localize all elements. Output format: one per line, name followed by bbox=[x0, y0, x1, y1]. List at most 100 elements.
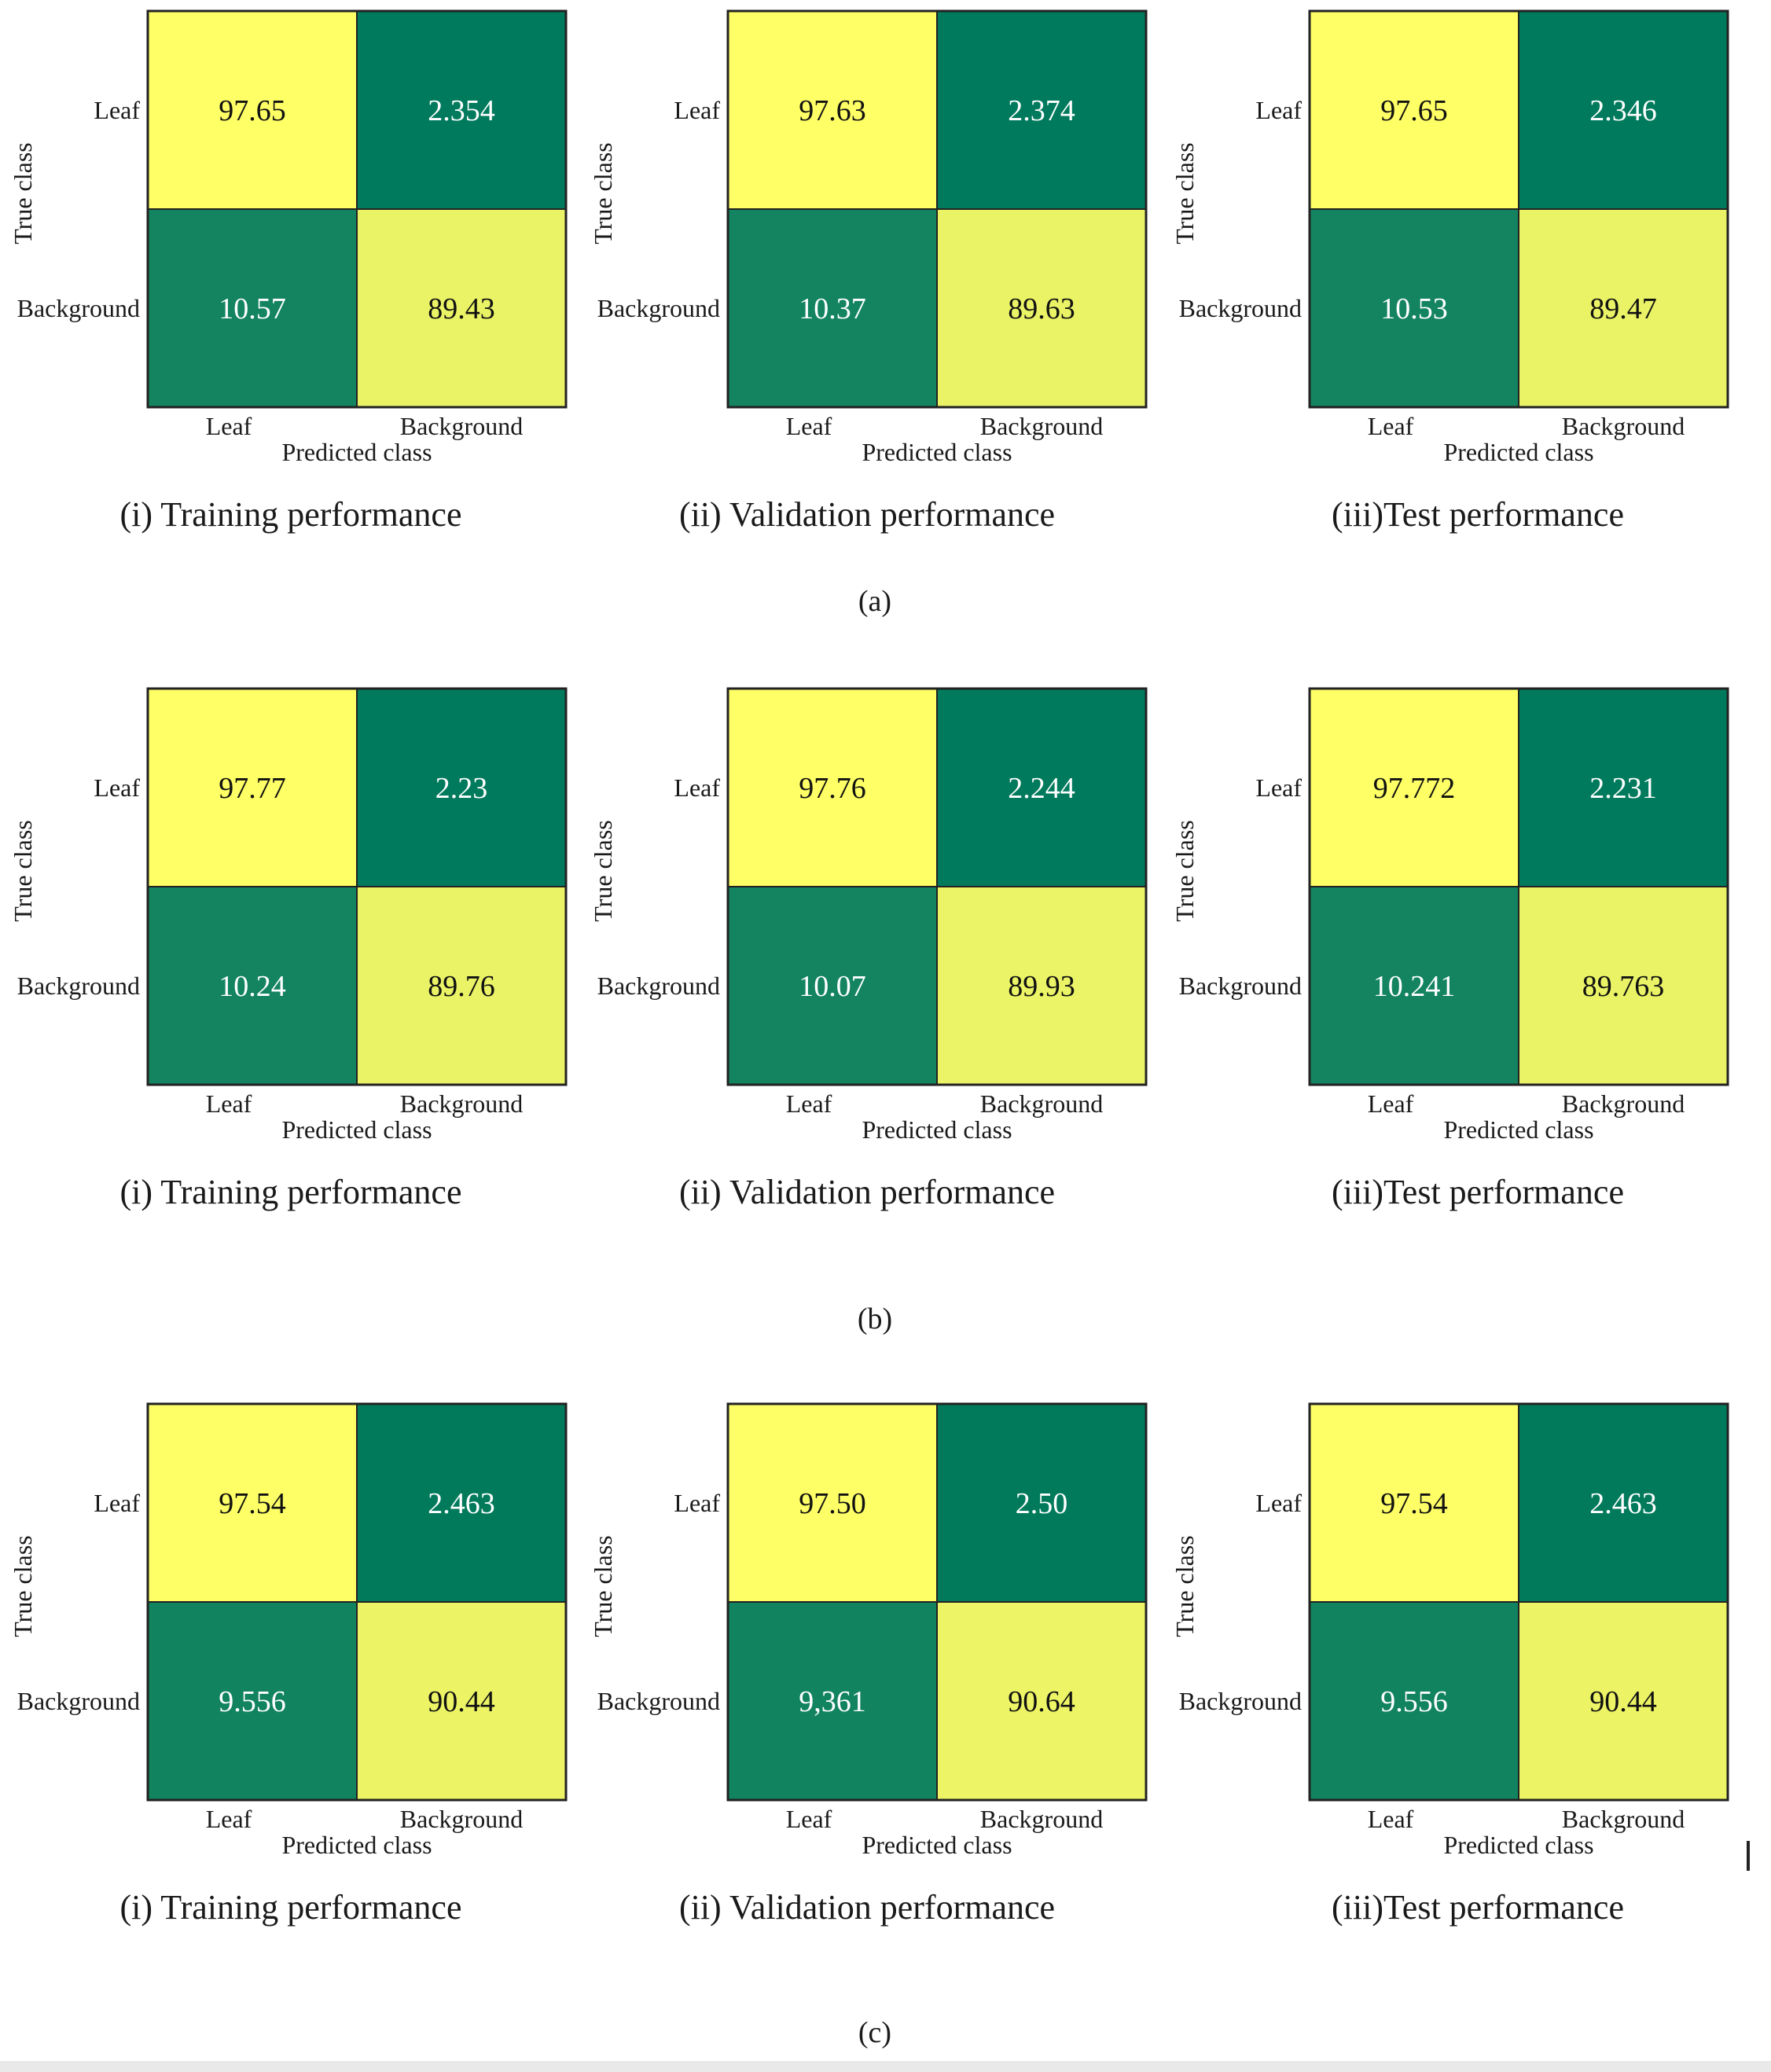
cell-background-leaf bbox=[1310, 887, 1519, 1085]
y-tick-label: Background bbox=[597, 972, 720, 1000]
y-tick-label: Leaf bbox=[674, 1489, 720, 1517]
y-tick-label: Background bbox=[1179, 1687, 1302, 1715]
x-tick-label: Leaf bbox=[206, 412, 252, 440]
panel-title: (ii) Validation performance bbox=[679, 1888, 1055, 1927]
cell-background-background bbox=[357, 1602, 566, 1800]
cell-leaf-leaf bbox=[1310, 689, 1519, 887]
cell-value-label: 10.57 bbox=[219, 292, 286, 325]
cell-leaf-leaf bbox=[148, 689, 357, 887]
cell-value-label: 2.50 bbox=[1016, 1487, 1068, 1520]
x-tick-label: Leaf bbox=[1368, 1805, 1414, 1833]
cell-value-label: 97.65 bbox=[219, 94, 286, 127]
bottom-rule bbox=[0, 2061, 1771, 2072]
y-tick-label: Leaf bbox=[1255, 773, 1302, 802]
row-caption: (a) bbox=[858, 585, 891, 618]
x-tick-label: Leaf bbox=[1368, 1089, 1414, 1118]
y-axis-label: True class bbox=[1170, 142, 1199, 244]
cell-leaf-background bbox=[357, 689, 566, 887]
cell-value-label: 10.241 bbox=[1373, 970, 1456, 1003]
cell-background-leaf bbox=[728, 887, 937, 1085]
cell-value-label: 9.556 bbox=[1380, 1685, 1448, 1718]
cell-value-label: 9.556 bbox=[219, 1685, 286, 1718]
x-tick-label: Leaf bbox=[1368, 412, 1414, 440]
x-tick-label: Background bbox=[1562, 1805, 1685, 1833]
x-axis-label: Predicted class bbox=[862, 1831, 1012, 1859]
cell-background-leaf bbox=[728, 1602, 937, 1800]
panel-title: (i) Training performance bbox=[120, 495, 462, 534]
y-axis-label: True class bbox=[589, 1535, 617, 1637]
y-axis-label: True class bbox=[9, 1535, 37, 1637]
x-tick-label: Background bbox=[980, 1805, 1103, 1833]
cell-value-label: 97.50 bbox=[799, 1487, 866, 1520]
x-axis-label: Predicted class bbox=[862, 438, 1012, 466]
cell-value-label: 2.23 bbox=[435, 772, 488, 805]
panel-title: (ii) Validation performance bbox=[679, 495, 1055, 534]
cell-leaf-leaf bbox=[148, 11, 357, 209]
y-tick-label: Background bbox=[1179, 294, 1302, 322]
cell-background-background bbox=[357, 209, 566, 407]
y-tick-label: Leaf bbox=[94, 1489, 140, 1517]
cell-leaf-background bbox=[357, 1404, 566, 1602]
cell-value-label: 2.463 bbox=[428, 1487, 495, 1520]
cell-value-label: 2.346 bbox=[1589, 94, 1657, 127]
x-tick-label: Leaf bbox=[206, 1089, 252, 1118]
cell-leaf-background bbox=[937, 689, 1146, 887]
y-tick-label: Leaf bbox=[1255, 96, 1302, 124]
cell-background-background bbox=[357, 887, 566, 1085]
cell-value-label: 10.53 bbox=[1380, 292, 1448, 325]
x-axis-label: Predicted class bbox=[281, 1115, 432, 1144]
cell-value-label: 10.37 bbox=[799, 292, 866, 325]
panel-title: (iii)Test performance bbox=[1332, 495, 1624, 534]
cell-value-label: 97.54 bbox=[1380, 1487, 1448, 1520]
cell-background-leaf bbox=[148, 209, 357, 407]
cell-value-label: 97.65 bbox=[1380, 94, 1448, 127]
cell-leaf-background bbox=[1519, 1404, 1728, 1602]
cell-background-leaf bbox=[148, 887, 357, 1085]
cell-value-label: 90.44 bbox=[428, 1685, 495, 1718]
y-tick-label: Background bbox=[17, 1687, 140, 1715]
cell-value-label: 97.772 bbox=[1373, 772, 1456, 805]
y-tick-label: Background bbox=[597, 1687, 720, 1715]
x-tick-label: Background bbox=[980, 1089, 1103, 1118]
y-tick-label: Background bbox=[597, 294, 720, 322]
cell-leaf-leaf bbox=[728, 1404, 937, 1602]
x-axis-label: Predicted class bbox=[862, 1115, 1012, 1144]
cell-background-leaf bbox=[728, 209, 937, 407]
x-tick-label: Leaf bbox=[786, 412, 832, 440]
x-tick-label: Background bbox=[1562, 412, 1685, 440]
cell-leaf-background bbox=[937, 11, 1146, 209]
y-tick-label: Leaf bbox=[674, 773, 720, 802]
y-axis-label: True class bbox=[9, 820, 37, 921]
cell-leaf-background bbox=[1519, 689, 1728, 887]
cell-leaf-leaf bbox=[148, 1404, 357, 1602]
cell-value-label: 97.54 bbox=[219, 1487, 286, 1520]
cell-leaf-leaf bbox=[728, 11, 937, 209]
y-tick-label: Background bbox=[17, 294, 140, 322]
cell-background-leaf bbox=[1310, 1602, 1519, 1800]
cell-value-label: 89.93 bbox=[1008, 970, 1075, 1003]
cell-value-label: 10.07 bbox=[799, 970, 866, 1003]
x-tick-label: Background bbox=[400, 1089, 523, 1118]
cell-background-leaf bbox=[148, 1602, 357, 1800]
y-axis-label: True class bbox=[1170, 1535, 1199, 1637]
row-caption: (c) bbox=[858, 2016, 891, 2049]
x-tick-label: Leaf bbox=[786, 1805, 832, 1833]
panel-title: (iii)Test performance bbox=[1332, 1888, 1624, 1927]
cell-value-label: 2.354 bbox=[428, 94, 495, 127]
cell-value-label: 90.64 bbox=[1008, 1685, 1075, 1718]
cell-background-background bbox=[937, 887, 1146, 1085]
panel-title: (iii)Test performance bbox=[1332, 1173, 1624, 1211]
cell-background-background bbox=[937, 1602, 1146, 1800]
y-tick-label: Leaf bbox=[94, 96, 140, 124]
cell-leaf-background bbox=[357, 11, 566, 209]
x-tick-label: Leaf bbox=[206, 1805, 252, 1833]
x-axis-label: Predicted class bbox=[281, 438, 432, 466]
row-caption: (b) bbox=[858, 1302, 892, 1335]
y-tick-label: Leaf bbox=[1255, 1489, 1302, 1517]
y-tick-label: Background bbox=[1179, 972, 1302, 1000]
y-axis-label: True class bbox=[9, 142, 37, 244]
y-axis-label: True class bbox=[589, 820, 617, 921]
y-tick-label: Leaf bbox=[94, 773, 140, 802]
x-tick-label: Background bbox=[400, 1805, 523, 1833]
y-axis-label: True class bbox=[589, 142, 617, 244]
